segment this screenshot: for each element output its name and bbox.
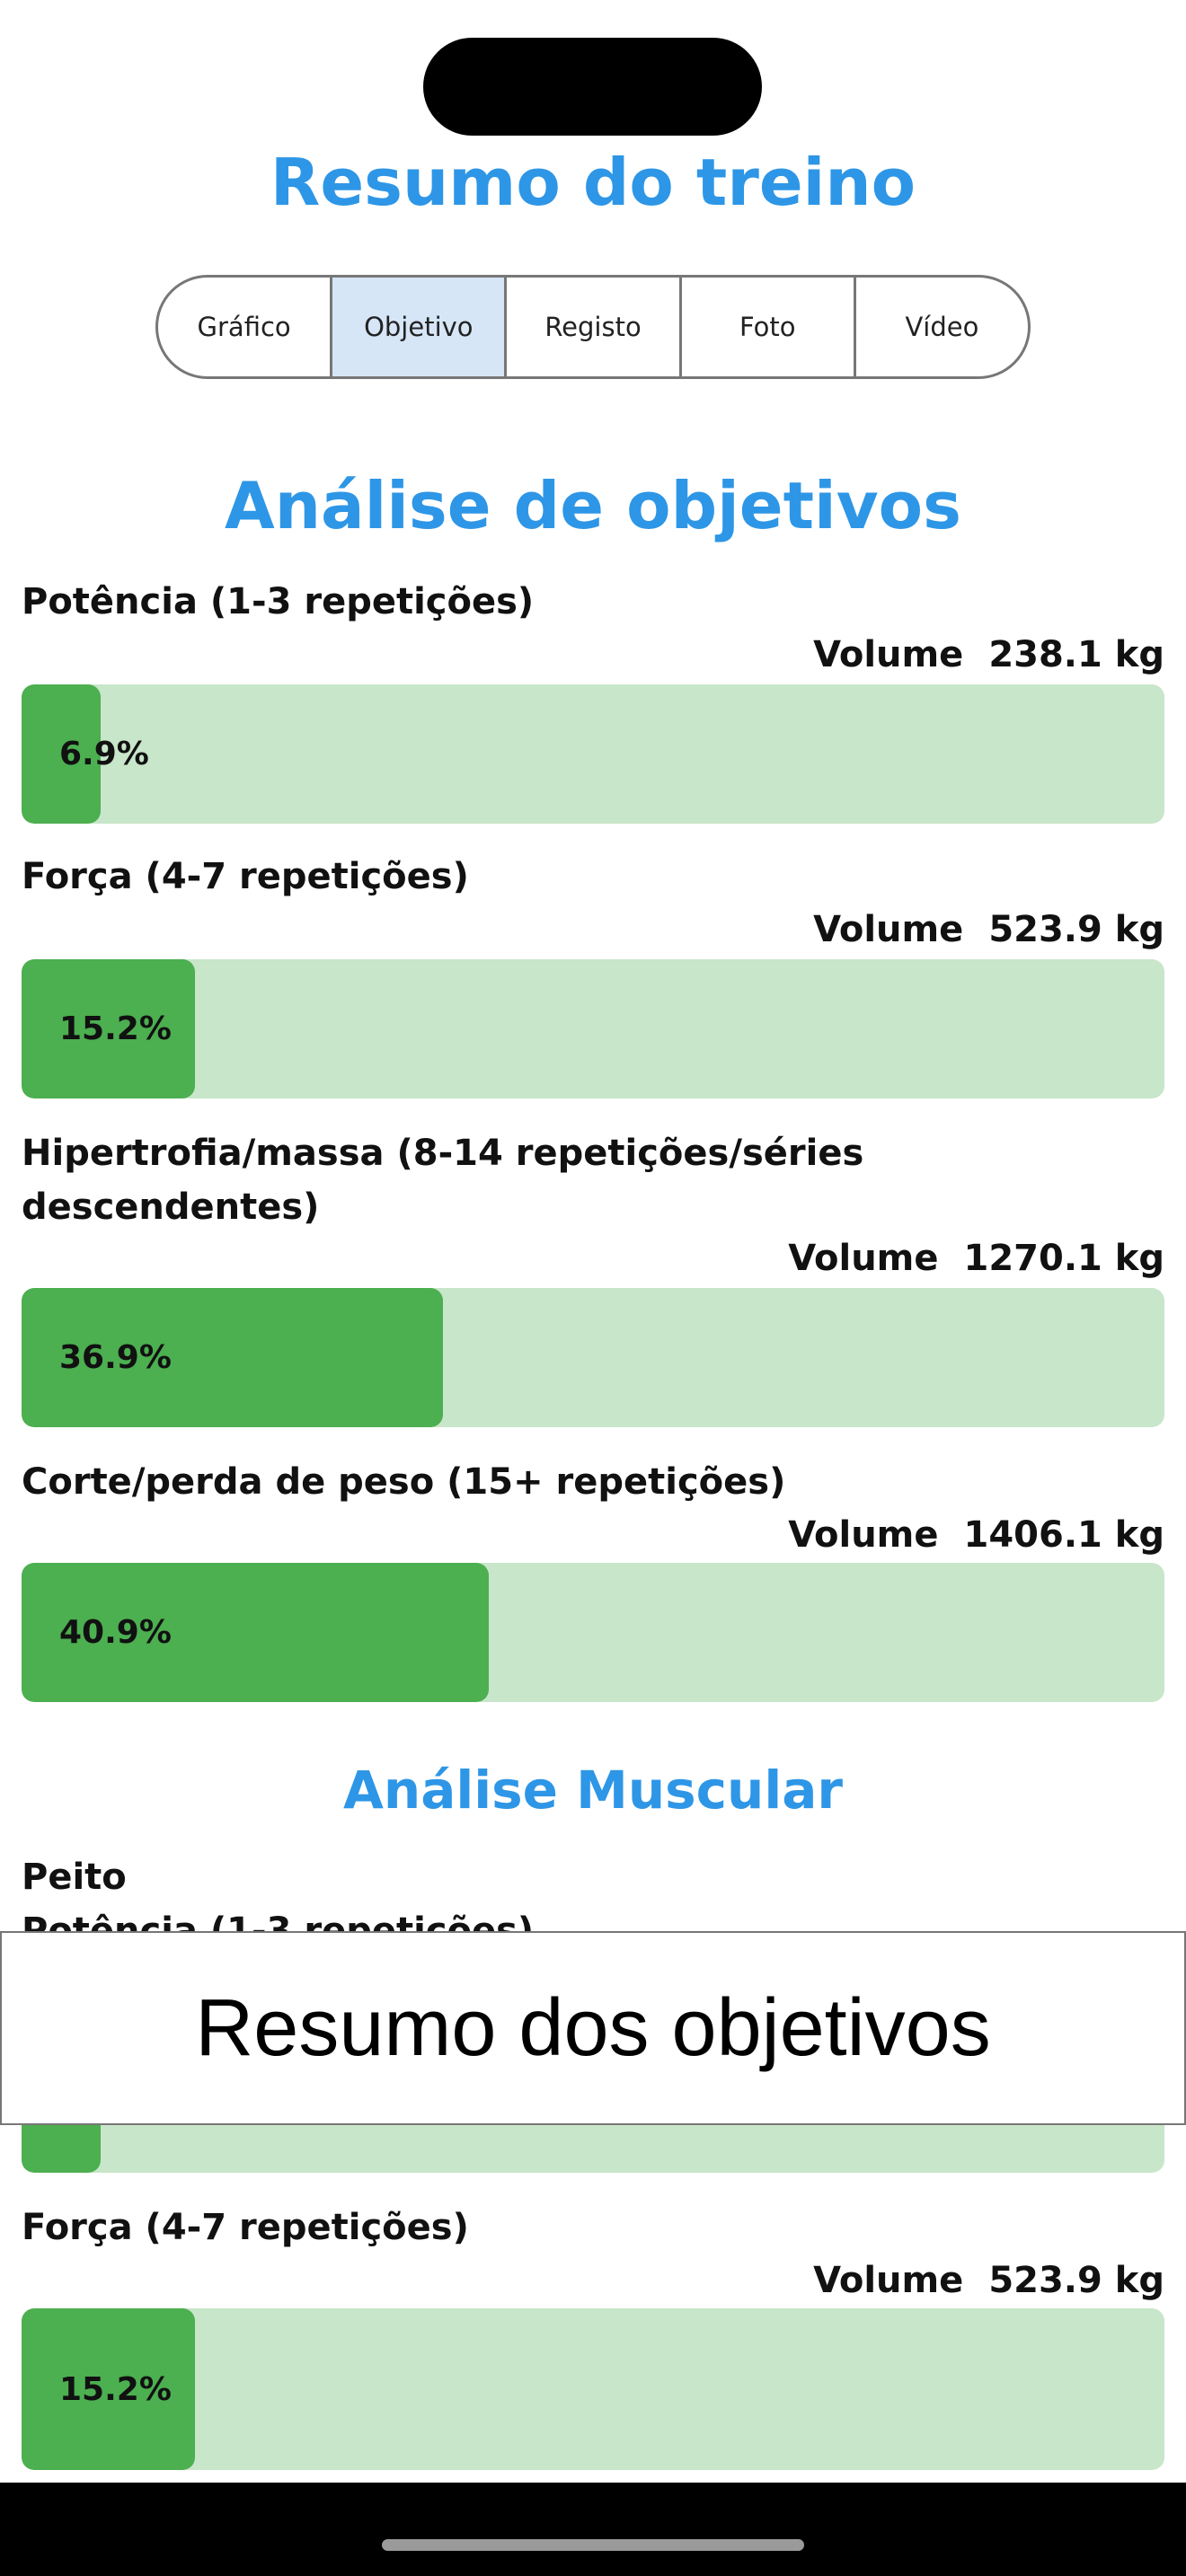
volume-label: Volume <box>813 2260 964 2301</box>
page-title: Resumo do treino <box>270 145 916 220</box>
volume-label: Volume <box>813 909 964 950</box>
tab-grafico[interactable]: Gráfico <box>158 278 333 376</box>
percent-label: 15.2% <box>59 1010 172 1047</box>
progress-fill <box>22 1288 444 1427</box>
volume-value: 238.1 kg <box>988 634 1164 675</box>
volume-value: 1270.1 kg <box>963 1238 1164 1279</box>
dynamic-island <box>423 38 762 136</box>
percent-label: 40.9% <box>59 1614 172 1651</box>
volume-value: 1406.1 kg <box>963 1514 1164 1556</box>
objective-progress-bar: 40.9% <box>22 1563 1164 1702</box>
volume-label: Volume <box>788 1514 939 1556</box>
percent-label: 15.2% <box>59 2370 172 2408</box>
toast-overlay: Resumo dos objetivos <box>0 1931 1186 2125</box>
objective-progress-bar: 6.9% <box>22 684 1164 824</box>
tab-video[interactable]: Vídeo <box>905 312 979 342</box>
objective-progress-bar: 36.9% <box>22 1288 1164 1427</box>
percent-label: 6.9% <box>59 736 149 772</box>
objective-label: Corte/perda de peso (15+ repetições) <box>22 1461 786 1503</box>
objective-label: Hipertrofia/massa (8-14 repetições/série… <box>22 1133 864 1228</box>
tab-objetivo[interactable]: Objetivo <box>332 278 508 376</box>
objectives-title: Análise de objetivos <box>225 468 961 543</box>
objective-label: Força (4-7 repetições) <box>22 856 469 897</box>
objective-volume: Volume 1406.1 kg <box>788 1514 1164 1556</box>
objective-volume: Volume 1270.1 kg <box>788 1238 1164 1279</box>
volume-label: Volume <box>788 1238 939 1279</box>
objective-volume: Volume 523.9 kg <box>813 909 1164 950</box>
muscle-progress-bar: 15.2% <box>22 2308 1164 2470</box>
muscle-analysis-title: Análise Muscular <box>343 1760 843 1821</box>
segmented-control: Gráfico Objetivo Registo Foto Vídeo <box>155 275 1031 379</box>
volume-value: 523.9 kg <box>988 2260 1164 2301</box>
progress-fill <box>22 684 101 824</box>
progress-fill <box>22 1563 490 1702</box>
volume-value: 523.9 kg <box>988 909 1164 950</box>
home-bar-area <box>0 2483 1186 2576</box>
muscle-objective-volume: Volume 523.9 kg <box>813 2260 1164 2301</box>
tab-registo[interactable]: Registo <box>507 278 682 376</box>
progress-fill <box>22 959 196 1098</box>
home-indicator[interactable] <box>382 2539 804 2551</box>
muscle-group-label: Peito <box>22 1857 127 1898</box>
objective-progress-bar: 15.2% <box>22 959 1164 1098</box>
muscle-objective-label: Força (4-7 repetições) <box>22 2207 469 2248</box>
percent-label: 36.9% <box>59 1339 172 1376</box>
volume-label: Volume <box>813 634 964 675</box>
progress-fill <box>22 2308 196 2470</box>
tab-foto[interactable]: Foto <box>682 278 856 376</box>
objective-label: Potência (1-3 repetições) <box>22 581 535 622</box>
objective-volume: Volume 238.1 kg <box>813 634 1164 675</box>
